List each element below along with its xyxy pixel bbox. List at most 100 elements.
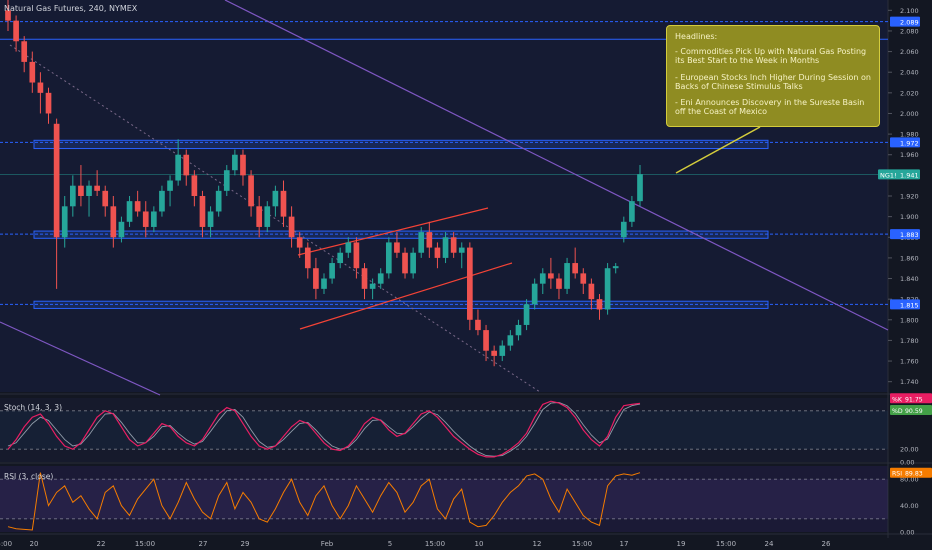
- price-axis-label[interactable]: 1.972: [890, 137, 920, 148]
- candle[interactable]: [78, 165, 84, 207]
- trend-line[interactable]: [224, 0, 889, 331]
- support-resistance-zone[interactable]: [33, 300, 769, 309]
- candle[interactable]: [507, 330, 514, 351]
- candle[interactable]: [361, 263, 368, 300]
- candle[interactable]: [53, 118, 60, 289]
- candle[interactable]: [572, 247, 579, 279]
- candle[interactable]: [134, 190, 141, 217]
- candle[interactable]: [175, 139, 181, 186]
- candle[interactable]: [215, 185, 222, 217]
- candle[interactable]: [337, 247, 344, 269]
- price-axis-label[interactable]: 1.883: [890, 229, 920, 240]
- candle[interactable]: [564, 257, 570, 294]
- candle[interactable]: [296, 232, 303, 258]
- candle[interactable]: [548, 257, 554, 289]
- candle[interactable]: [94, 170, 100, 196]
- candle[interactable]: [458, 242, 465, 269]
- candle[interactable]: [377, 268, 384, 289]
- candle[interactable]: [580, 268, 587, 294]
- channel-lower-line[interactable]: [299, 262, 513, 330]
- stoch-label[interactable]: Stoch (14, 3, 3): [4, 403, 63, 412]
- candle[interactable]: [118, 216, 125, 243]
- candle[interactable]: [29, 51, 36, 93]
- trend-line[interactable]: [0, 321, 161, 396]
- candle[interactable]: [434, 242, 441, 269]
- candle[interactable]: [556, 273, 562, 300]
- candle[interactable]: [248, 170, 254, 217]
- candle[interactable]: [483, 324, 489, 362]
- candle[interactable]: [126, 196, 133, 227]
- candle[interactable]: [385, 237, 392, 279]
- support-resistance-zone[interactable]: [33, 139, 769, 150]
- rsi-line[interactable]: [7, 472, 641, 531]
- candle[interactable]: [353, 237, 360, 279]
- candle[interactable]: [232, 149, 238, 176]
- candle[interactable]: [159, 185, 165, 217]
- candle[interactable]: [596, 294, 603, 320]
- candle[interactable]: [531, 278, 538, 310]
- candle[interactable]: [491, 345, 497, 367]
- candle[interactable]: [142, 201, 149, 238]
- candle[interactable]: [256, 196, 263, 238]
- candle[interactable]: [167, 175, 173, 207]
- candle[interactable]: [191, 170, 198, 207]
- candle[interactable]: [539, 268, 546, 294]
- candle[interactable]: [102, 185, 109, 217]
- candle[interactable]: [612, 263, 619, 274]
- candle[interactable]: [199, 190, 206, 238]
- dotted-trend-line[interactable]: [9, 44, 541, 393]
- stoch-k-line[interactable]: [7, 400, 641, 458]
- candle[interactable]: [345, 237, 352, 258]
- candle[interactable]: [151, 206, 157, 233]
- candle[interactable]: [86, 180, 92, 217]
- price-axis-label[interactable]: NG1! 1.941: [878, 169, 920, 180]
- candle[interactable]: [515, 319, 522, 341]
- candle[interactable]: [183, 149, 190, 186]
- candle[interactable]: [280, 180, 287, 227]
- candle[interactable]: [523, 299, 530, 331]
- candle[interactable]: [604, 263, 611, 315]
- rsi-value-badge[interactable]: RSI 89.83: [890, 467, 932, 478]
- candle[interactable]: [223, 165, 230, 196]
- candle[interactable]: [313, 257, 319, 300]
- stoch-value-badge[interactable]: %D 90.59: [890, 405, 932, 416]
- candle[interactable]: [394, 232, 400, 258]
- candle[interactable]: [329, 257, 335, 284]
- candle[interactable]: [45, 87, 52, 124]
- candle[interactable]: [620, 216, 627, 243]
- candle[interactable]: [637, 165, 643, 207]
- candle[interactable]: [13, 15, 19, 52]
- candle[interactable]: [402, 247, 408, 279]
- candle[interactable]: [61, 196, 68, 248]
- rsi-label[interactable]: RSI (3, close): [4, 472, 54, 481]
- candle[interactable]: [450, 232, 457, 258]
- candle[interactable]: [588, 278, 595, 310]
- channel-upper-line[interactable]: [297, 207, 489, 256]
- candle[interactable]: [207, 206, 214, 238]
- candle[interactable]: [5, 0, 11, 31]
- candle[interactable]: [110, 196, 117, 248]
- candle[interactable]: [321, 273, 327, 294]
- candle[interactable]: [442, 232, 449, 264]
- candle[interactable]: [304, 242, 311, 279]
- candle[interactable]: [426, 221, 433, 258]
- candle[interactable]: [288, 206, 295, 248]
- candle[interactable]: [418, 226, 425, 258]
- candle[interactable]: [69, 175, 76, 217]
- candle[interactable]: [499, 340, 506, 362]
- candle-body: [232, 154, 238, 171]
- candle[interactable]: [240, 149, 246, 186]
- candle[interactable]: [475, 309, 481, 336]
- candle[interactable]: [21, 36, 28, 73]
- candle[interactable]: [410, 247, 416, 279]
- candle[interactable]: [369, 278, 376, 300]
- support-resistance-zone[interactable]: [33, 230, 769, 239]
- candle[interactable]: [272, 185, 279, 217]
- price-axis-label[interactable]: 1.815: [890, 299, 920, 310]
- candle[interactable]: [467, 242, 473, 331]
- stoch-value-badge[interactable]: %K 91.75: [890, 393, 932, 404]
- price-axis-label[interactable]: 2.089: [890, 16, 920, 27]
- candle[interactable]: [264, 201, 271, 233]
- candle[interactable]: [37, 72, 44, 114]
- candle[interactable]: [629, 196, 635, 227]
